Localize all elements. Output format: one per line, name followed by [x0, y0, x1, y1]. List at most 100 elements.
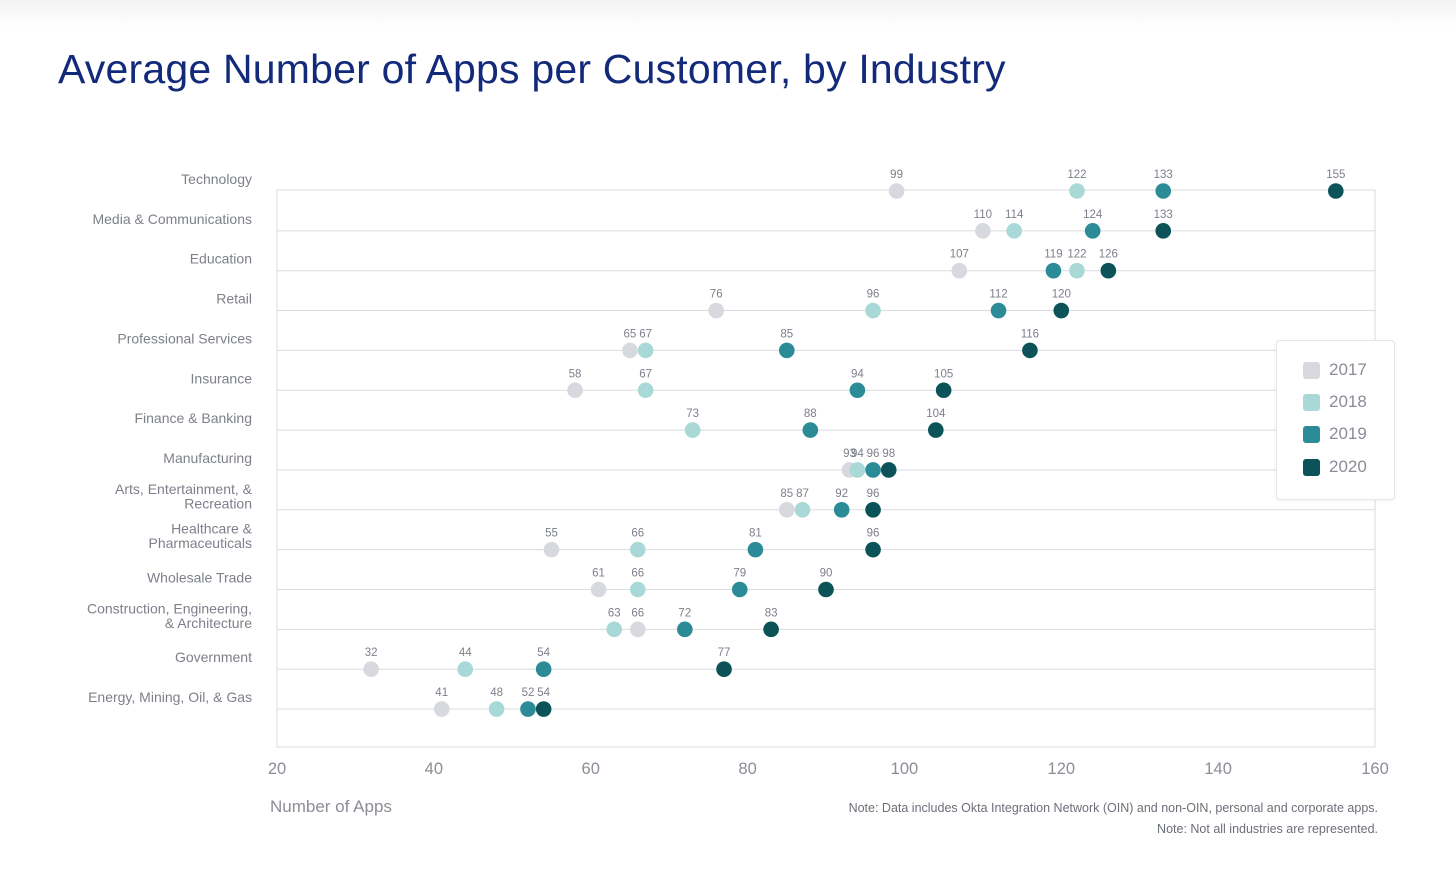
- data-label: 77: [718, 647, 731, 659]
- data-label: 96: [867, 448, 880, 460]
- dot-2019-finance-banking: [802, 422, 819, 438]
- data-label: 55: [545, 528, 558, 540]
- dot-2017-healthcare-pharmaceuticals: [543, 541, 560, 558]
- data-label: 41: [435, 687, 448, 699]
- dot-2020-finance-banking: [928, 422, 944, 438]
- dot-2018-professional-services: [637, 342, 654, 359]
- dot-2019-insurance: [849, 382, 866, 399]
- data-label: 88: [804, 408, 817, 420]
- dot-2019-arts-entertainment-recreation: [833, 502, 850, 518]
- dot-2017-construction-engineering-architecture: [629, 621, 646, 638]
- dot-2018-insurance: [637, 382, 654, 399]
- x-tick-label: 140: [1204, 760, 1232, 778]
- dot-2018-media-communications: [1006, 223, 1023, 239]
- data-label: 155: [1326, 169, 1345, 181]
- data-label: 66: [631, 528, 644, 540]
- legend-swatch-2017: [1303, 361, 1320, 379]
- top-shade: [0, 0, 1456, 28]
- dot-2020-education: [1100, 262, 1117, 279]
- data-label: 58: [569, 368, 582, 380]
- data-label: 66: [631, 568, 644, 580]
- dot-2018-energy-mining-oil-gas: [488, 701, 505, 717]
- legend-label-2018: 2018: [1329, 392, 1367, 411]
- dot-2018-education: [1069, 262, 1085, 279]
- data-label: 124: [1083, 209, 1103, 221]
- dot-2019-manufacturing: [865, 462, 881, 478]
- dot-2019-professional-services: [778, 342, 795, 359]
- dot-2020-energy-mining-oil-gas: [535, 701, 552, 717]
- dot-2019-retail: [990, 302, 1007, 319]
- dot-2019-construction-engineering-architecture: [677, 621, 693, 638]
- category-label-professional-services: Professional Services: [117, 330, 252, 346]
- dot-2019-government: [535, 661, 552, 677]
- x-tick-label: 60: [582, 760, 600, 778]
- legend-label-2019: 2019: [1329, 424, 1367, 443]
- dot-2019-media-communications: [1084, 223, 1101, 239]
- dot-2017-government: [363, 661, 379, 677]
- x-tick-label: 40: [425, 760, 443, 778]
- data-label: 94: [851, 368, 864, 380]
- dot-2018-wholesale-trade: [629, 581, 646, 598]
- data-label: 93: [843, 448, 856, 460]
- dot-2017-technology: [888, 183, 905, 199]
- dot-2020-wholesale-trade: [818, 581, 834, 598]
- data-label: 54: [537, 647, 550, 659]
- data-label: 96: [867, 488, 880, 500]
- data-label: 63: [608, 607, 621, 619]
- category-label-finance-banking: Finance & Banking: [134, 410, 252, 426]
- plot-frame: [276, 189, 1376, 748]
- dot-2018-healthcare-pharmaceuticals: [629, 541, 646, 558]
- x-tick-label: 20: [268, 760, 286, 778]
- data-label: 87: [796, 488, 809, 500]
- data-label: 90: [820, 568, 833, 580]
- dot-2020-professional-services: [1022, 342, 1038, 359]
- dot-2017-wholesale-trade: [590, 581, 607, 598]
- dot-2018-government: [457, 661, 474, 677]
- data-label: 98: [882, 448, 895, 460]
- dot-2018-manufacturing: [849, 462, 866, 478]
- legend-item-2018: 2018: [1303, 392, 1367, 412]
- dot-2019-healthcare-pharmaceuticals: [747, 541, 764, 558]
- dot-2018-retail: [865, 302, 881, 319]
- data-label: 119: [1044, 249, 1062, 261]
- category-label-retail: Retail: [216, 291, 252, 307]
- category-label-arts-entertainment-recreation: Arts, Entertainment, & Recreation: [115, 481, 253, 512]
- data-label: 110: [974, 209, 992, 221]
- data-label: 122: [1067, 169, 1086, 181]
- data-label: 133: [1154, 169, 1173, 181]
- dot-2020-healthcare-pharmaceuticals: [865, 541, 881, 558]
- x-tick-label: 160: [1361, 760, 1389, 778]
- dot-2019-technology: [1155, 183, 1172, 199]
- dot-2018-construction-engineering-architecture: [606, 621, 623, 638]
- data-label: 120: [1052, 289, 1071, 301]
- dot-2020-technology: [1327, 183, 1344, 199]
- data-label: 52: [522, 687, 535, 699]
- legend-label-2020: 2020: [1329, 457, 1367, 476]
- chart-title: Average Number of Apps per Customer, by …: [58, 46, 1006, 92]
- note-coverage: Note: Not all industries are represented…: [1157, 822, 1378, 836]
- category-label-healthcare-pharmaceuticals: Healthcare & Pharmaceuticals: [149, 521, 253, 552]
- data-label: 107: [950, 249, 969, 261]
- data-label: 122: [1067, 249, 1086, 261]
- dot-2020-construction-engineering-architecture: [763, 621, 779, 638]
- category-label-insurance: Insurance: [191, 370, 253, 386]
- dot-2020-media-communications: [1155, 223, 1172, 239]
- dot-2017-media-communications: [975, 223, 991, 239]
- legend-item-2020: 2020: [1303, 457, 1367, 477]
- dot-2020-insurance: [935, 382, 952, 399]
- category-label-media-communications: Media & Communications: [92, 211, 252, 227]
- dot-2020-arts-entertainment-recreation: [865, 502, 881, 518]
- dot-2017-insurance: [567, 382, 583, 399]
- dot-2017-education: [951, 262, 968, 279]
- legend-item-2019: 2019: [1303, 424, 1367, 444]
- dot-2017-arts-entertainment-recreation: [778, 502, 795, 518]
- legend: 2017 2018 2019 2020: [1276, 340, 1395, 500]
- data-label: 116: [1021, 328, 1039, 340]
- category-label-wholesale-trade: Wholesale Trade: [147, 570, 252, 586]
- data-label: 94: [851, 448, 864, 460]
- dot-2018-finance-banking: [684, 422, 701, 438]
- category-label-government: Government: [175, 649, 252, 665]
- category-label-energy-mining-oil-gas: Energy, Mining, Oil, & Gas: [88, 689, 252, 705]
- data-label: 83: [765, 607, 778, 619]
- dot-2020-retail: [1053, 302, 1070, 319]
